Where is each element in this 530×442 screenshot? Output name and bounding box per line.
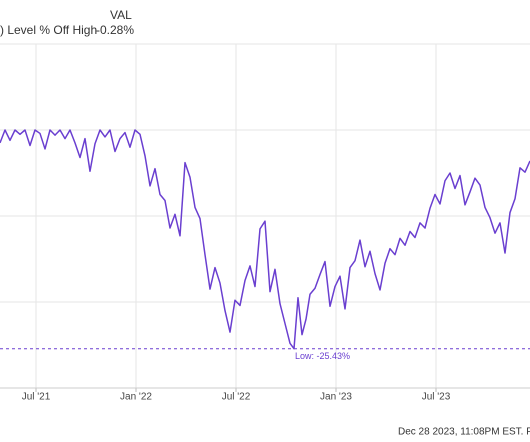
x-tick-label: Jul '22 [222,392,251,403]
x-tick-label: Jan '23 [320,392,352,403]
low-label: Low: -25.43% [295,351,350,361]
footer: Dec 28 2023, 11:08PM EST. Powered by [398,427,530,438]
legend-value: -0.28% [96,23,134,37]
series-line [0,129,530,350]
legend-header: VAL [110,8,132,22]
x-tick-label: Jul '21 [22,392,51,403]
x-tick-label: Jan '22 [120,392,152,403]
legend-label: ) Level % Off High [0,23,97,37]
x-tick-label: Jul '23 [422,392,451,403]
